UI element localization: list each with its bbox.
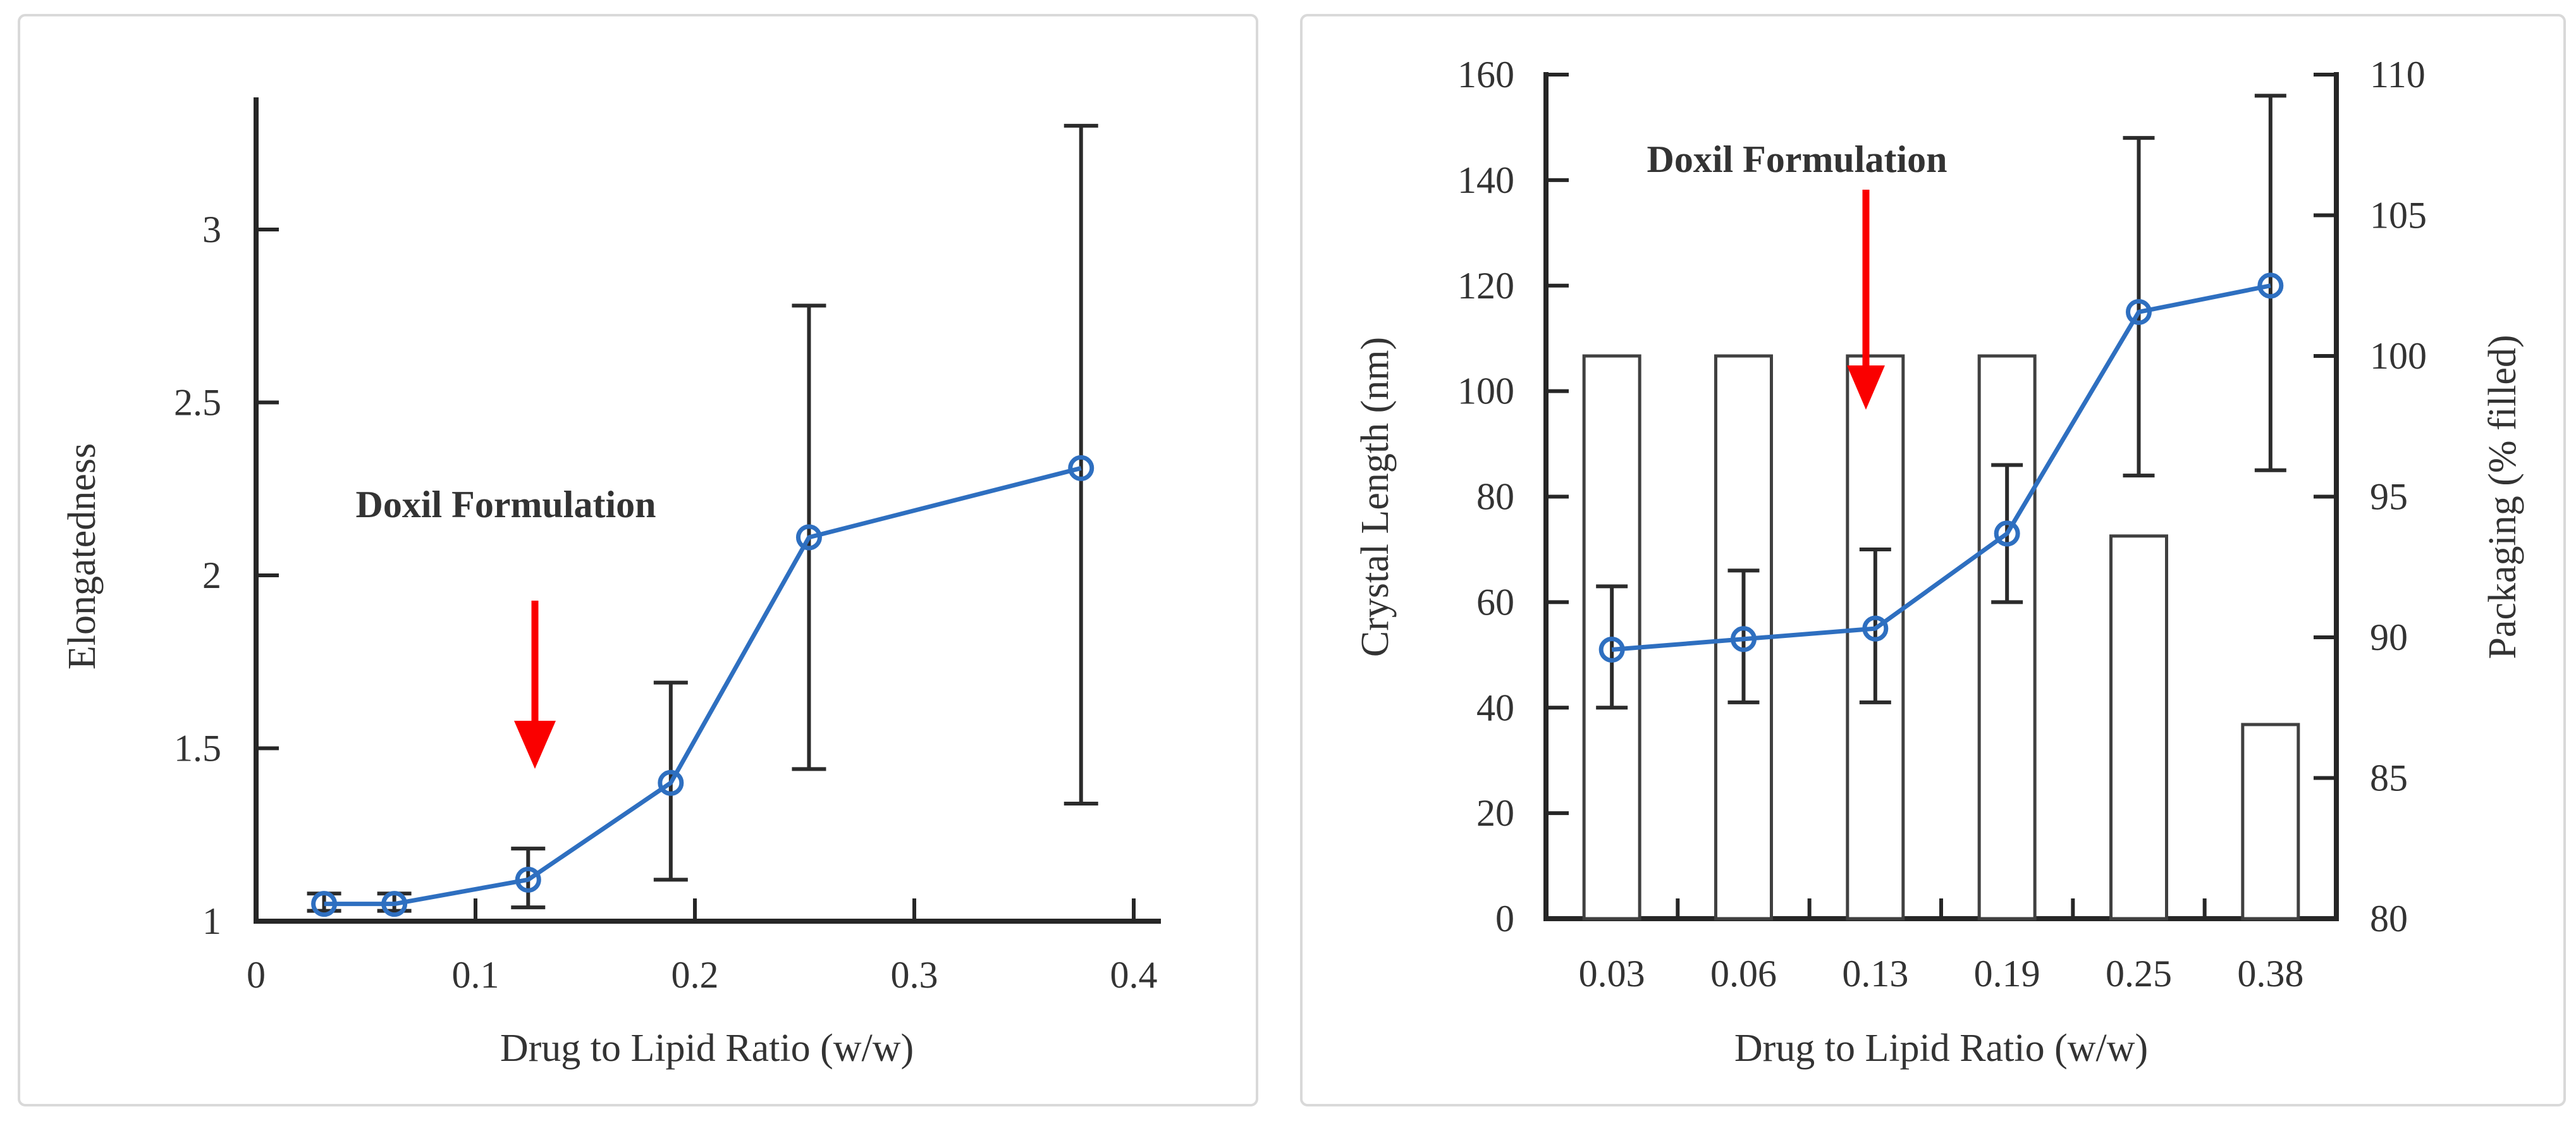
x-category-label: 0.19 — [1974, 953, 2040, 995]
data-point-marker — [1598, 636, 1625, 663]
elongatedness-chart-plot: 1 1.5 2 2.5 3 0 0.1 0.2 0.3 0.4 — [174, 97, 1161, 996]
y-tick-label: 1.5 — [174, 728, 221, 769]
error-bar — [1727, 568, 1760, 704]
error-bar — [1596, 584, 1628, 710]
left-y-tick-label: 40 — [1476, 687, 1514, 728]
right-chart-doxil-annotation-label: Doxil Formulation — [1647, 138, 1947, 180]
right-y-tick-label: 100 — [2370, 335, 2427, 377]
axis-line — [1543, 72, 2339, 921]
y-tick-label: 1 — [202, 900, 221, 942]
right-y-tick-label: 105 — [2370, 195, 2427, 236]
data-point-marker — [2257, 273, 2284, 299]
x-tick-label: 0.3 — [891, 954, 938, 996]
data-point-marker — [795, 524, 822, 551]
left-y-tick-label: 100 — [1457, 371, 1514, 412]
x-tick-label: 0.4 — [1110, 954, 1158, 996]
x-category-label: 0.06 — [1710, 953, 1777, 995]
data-point-marker — [311, 891, 338, 917]
right-chart-left-y-axis-title: Crystal Length (nm) — [1354, 337, 1397, 657]
x-tick-label: 0.1 — [452, 954, 500, 996]
packaging-bar — [1977, 354, 2037, 921]
crystal-packaging-chart: 0 20 40 60 80 100 120 140 160 80 85 90 95 100 105 110 0.… — [1354, 54, 2524, 1070]
error-bar — [1064, 123, 1098, 806]
right-chart-x-axis-title: Drug to Lipid Ratio (w/w) — [1734, 1027, 2148, 1070]
data-point-marker — [1994, 520, 2020, 547]
right-y-tick-label: 85 — [2370, 757, 2408, 799]
data-point-marker — [1862, 615, 1889, 642]
x-category-label: 0.38 — [2237, 953, 2303, 995]
right-y-tick-label: 110 — [2370, 54, 2426, 95]
data-point-marker — [381, 891, 408, 917]
left-y-tick-label: 20 — [1476, 792, 1514, 834]
data-point-marker — [658, 769, 684, 796]
left-y-tick-label: 140 — [1457, 159, 1514, 201]
elongatedness-chart: 1 1.5 2 2.5 3 0 0.1 0.2 0.3 0.4 Elongatedness Dru… — [61, 97, 1161, 1070]
x-tick-label: 0.2 — [672, 954, 719, 996]
right-chart-right-y-axis-title: Packaging (% filled) — [2481, 334, 2524, 659]
right-y-tick-label: 90 — [2370, 616, 2408, 658]
right-y-tick-label: 80 — [2370, 898, 2408, 940]
data-point-marker — [1068, 455, 1095, 481]
packaging-bar — [2109, 534, 2168, 921]
x-tick-label: 0 — [247, 954, 266, 996]
left-y-tick-label: 80 — [1476, 476, 1514, 518]
annotation-arrow-head — [1847, 365, 1885, 410]
elongatedness-chart-panel — [18, 14, 1258, 1106]
right-y-tick-label: 95 — [2370, 476, 2408, 518]
left-y-tick-label: 160 — [1457, 54, 1514, 95]
error-bar — [2254, 94, 2286, 472]
annotation-arrow-head — [514, 721, 556, 769]
crystal-packaging-chart-panel — [1300, 14, 2566, 1106]
y-tick-label: 2.5 — [174, 382, 221, 424]
data-point-marker — [515, 866, 541, 893]
left-y-tick-label: 120 — [1457, 265, 1514, 307]
left-chart-x-axis-title: Drug to Lipid Ratio (w/w) — [500, 1027, 914, 1070]
data-point-marker — [2126, 298, 2152, 325]
left-chart-doxil-annotation-label: Doxil Formulation — [356, 484, 656, 525]
left-chart-y-axis-title: Elongatedness — [61, 443, 104, 670]
left-y-tick-label: 0 — [1495, 898, 1514, 940]
crystal-packaging-chart-plot: 0 20 40 60 80 100 120 140 160 80 85 90 95 100 105 110 0.… — [1457, 54, 2427, 995]
x-category-label: 0.03 — [1579, 953, 1645, 995]
y-tick-label: 3 — [202, 209, 221, 250]
series-line — [324, 466, 1082, 907]
data-point-marker — [1731, 626, 1757, 652]
x-category-label: 0.25 — [2106, 953, 2172, 995]
error-bar — [2123, 136, 2155, 478]
series-line — [1611, 283, 2271, 652]
x-category-label: 0.13 — [1842, 953, 1908, 995]
left-y-tick-label: 60 — [1476, 581, 1514, 623]
packaging-bar — [2241, 723, 2300, 921]
y-tick-label: 2 — [202, 554, 221, 596]
